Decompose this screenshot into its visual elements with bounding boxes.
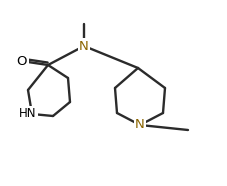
Text: O: O [17,55,27,68]
Text: N: N [79,39,89,52]
Text: N: N [135,118,144,132]
Text: HN: HN [19,108,37,121]
